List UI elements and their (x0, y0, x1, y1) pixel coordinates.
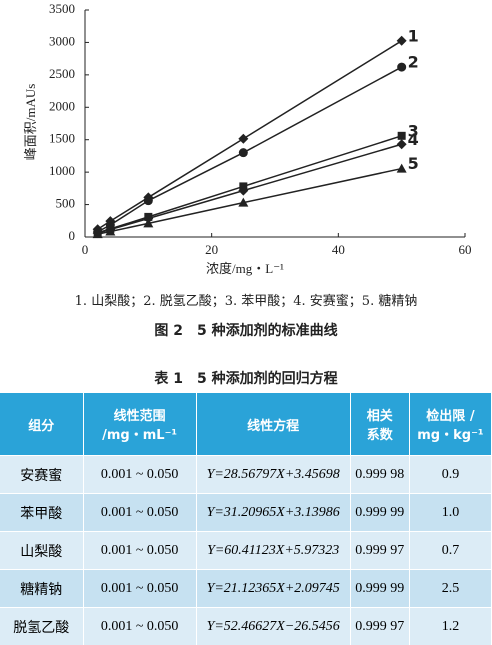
table-cell: 1.0 (409, 494, 491, 532)
table-cell: 0.9 (409, 456, 491, 494)
x-tick-label: 20 (205, 242, 218, 257)
table-cell: 0.001 ~ 0.050 (83, 608, 196, 645)
table-cell: 1.2 (409, 608, 491, 645)
table-cell: 0.999 97 (350, 608, 409, 645)
figure-legend: 1. 山梨酸；2. 脱氢乙酸；3. 苯甲酸；4. 安赛蜜；5. 糖精钠 (0, 290, 492, 309)
x-axis-label: 浓度/mg・L⁻¹ (206, 261, 284, 276)
y-tick-label: 2500 (49, 66, 75, 81)
table-cell: 0.999 99 (350, 494, 409, 532)
table-cell: 0.999 98 (350, 456, 409, 494)
series-label: 5 (408, 154, 419, 173)
table-title: 表 1 5 种添加剂的回归方程 (0, 368, 492, 388)
y-tick-label: 0 (69, 228, 76, 243)
marker (238, 134, 248, 144)
series-label: 2 (408, 53, 419, 72)
table-cell: Y=60.41123X+5.97323 (196, 532, 350, 570)
y-tick-label: 3500 (49, 1, 75, 16)
table-cell: 脱氢乙酸 (0, 608, 83, 645)
table-cell: Y=31.20965X+3.13986 (196, 494, 350, 532)
series-line (98, 144, 402, 233)
table-cell: Y=21.12365X+2.09745 (196, 570, 350, 608)
table-cell: 安赛蜜 (0, 456, 83, 494)
marker (397, 164, 407, 173)
y-axis-label: 峰面积/mAUs (23, 84, 38, 161)
chart: 浓度/mg・L⁻¹ 峰面积/mAUs 0 500 1000 1500 2000 2500 3… (0, 0, 492, 285)
marker (397, 36, 407, 46)
series-label: 1 (408, 26, 419, 45)
table-cell: 2.5 (409, 570, 491, 608)
header-cell: 线性范围 /mg・mL⁻¹ (83, 393, 196, 456)
table-cell: Y=28.56797X+3.45698 (196, 456, 350, 494)
y-tick-label: 3000 (49, 33, 75, 48)
table-cell: 0.001 ~ 0.050 (83, 456, 196, 494)
header-cell: 线性方程 (196, 393, 350, 456)
y-tick-label: 1000 (49, 163, 75, 178)
x-tick-label: 0 (82, 242, 89, 257)
series-line (98, 136, 402, 233)
table-cell: 苯甲酸 (0, 494, 83, 532)
header-cell: 组分 (0, 393, 83, 456)
marker (398, 132, 406, 140)
header-cell: 相关 系数 (350, 393, 409, 456)
header-cell: 检出限 / mg・kg⁻¹ (409, 393, 491, 456)
series-label: 4 (408, 130, 419, 149)
table-cell: 山梨酸 (0, 532, 83, 570)
table-cell: 0.999 99 (350, 570, 409, 608)
y-tick-label: 1500 (49, 131, 75, 146)
series-line (98, 67, 402, 232)
table-cell: 0.001 ~ 0.050 (83, 532, 196, 570)
y-tick-label: 2000 (49, 98, 75, 113)
marker (397, 63, 406, 72)
table-cell: 糖精钠 (0, 570, 83, 608)
marker (144, 196, 153, 205)
y-tick-label: 500 (56, 196, 76, 211)
x-tick-label: 60 (459, 242, 472, 257)
table-cell: 0.7 (409, 532, 491, 570)
marker (239, 148, 248, 157)
table-cell: 0.001 ~ 0.050 (83, 570, 196, 608)
table-cell: 0.999 97 (350, 532, 409, 570)
table-cell: Y=52.46627X−26.5456 (196, 608, 350, 645)
figure-caption: 图 2 5 种添加剂的标准曲线 (0, 320, 492, 340)
table-cell: 0.001 ~ 0.050 (83, 494, 196, 532)
marker (397, 139, 407, 149)
x-tick-label: 40 (332, 242, 345, 257)
